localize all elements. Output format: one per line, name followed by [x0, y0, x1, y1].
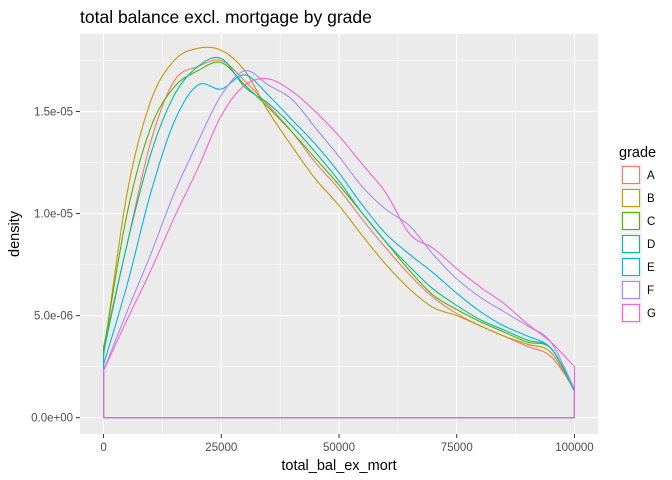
legend-title: grade [619, 145, 656, 161]
legend-label-g: G [647, 308, 656, 320]
grid-lines [80, 34, 598, 434]
legend-label-e: E [647, 262, 655, 274]
y-axis: 0.0e+00 5.0e-06 1.0e-05 1.5e-05 [31, 107, 80, 425]
x-tick-label: 0 [100, 442, 106, 454]
x-tick-label: 75000 [441, 442, 473, 454]
legend-key-c [621, 211, 641, 231]
legend-label-f: F [647, 285, 654, 297]
legend-label-d: D [647, 239, 655, 251]
x-tick-label: 100000 [555, 442, 593, 454]
x-axis-title: total_bal_ex_mort [281, 458, 396, 474]
chart-title: total balance excl. mortgage by grade [80, 7, 372, 27]
y-tick-label: 1.0e-05 [34, 209, 73, 221]
legend-key-g [621, 303, 641, 323]
y-tick-label: 5.0e-06 [34, 311, 73, 323]
legend-label-b: B [647, 193, 655, 205]
density-line-e [103, 74, 575, 419]
legend-label-c: C [647, 216, 655, 228]
y-tick-label: 1.5e-05 [34, 107, 73, 119]
legend-key-f [621, 280, 641, 300]
x-axis: 0 25000 50000 75000 100000 [100, 434, 594, 454]
x-tick-label: 50000 [323, 442, 355, 454]
density-line-d [103, 56, 575, 419]
x-tick-label: 25000 [205, 442, 237, 454]
legend-key-a [621, 165, 641, 185]
density-line-g [103, 78, 575, 419]
legend-key-b [621, 188, 641, 208]
y-tick-label: 0.0e+00 [31, 413, 73, 425]
density-line-f [103, 70, 575, 419]
density-line-c [103, 61, 575, 419]
legend-key-d [621, 234, 641, 254]
density-line-b [103, 46, 575, 419]
series-layer [103, 46, 575, 419]
legend-key-e [621, 257, 641, 277]
legend-label-a: A [647, 170, 655, 182]
y-axis-title: density [7, 210, 23, 257]
